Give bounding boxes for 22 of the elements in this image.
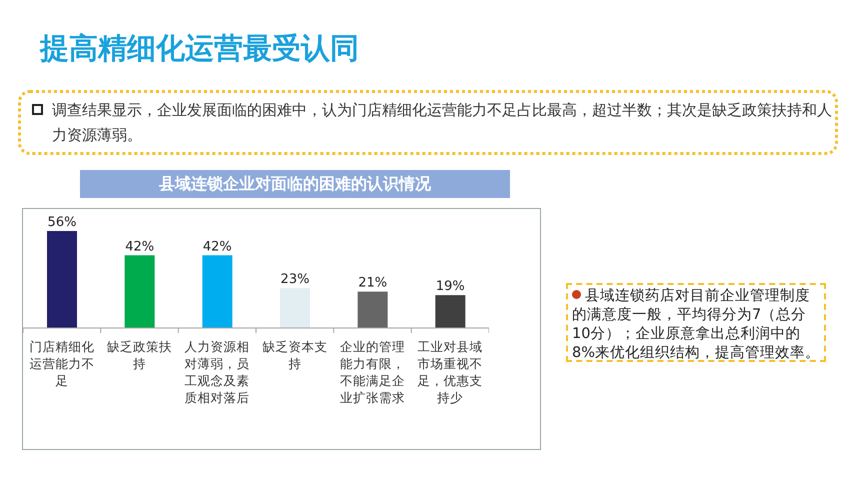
x-tick-label: 工业对县域市场重视不足，优惠支持少 [416,338,484,406]
data-label: 19% [436,279,465,294]
data-label: 42% [125,239,154,254]
text: 调查结果显示，企业发展面临的困难中，认为门店精细化运营能力不足占比最高，超过半数；其次是缺乏政策扶持和人力资源薄弱。 [52,100,833,146]
data-label: 21% [358,276,388,291]
x-tick-label: 门店精细化运营能力不足 [28,338,96,389]
bar [435,295,466,328]
bar [358,292,388,328]
chart-subtitle: 县域连锁企业对面临的困难的认识情况 [80,170,510,198]
chart-title: 提高精细化运营最受认同 [40,30,359,66]
text: 县域连锁药店对目前企业管理制度的满意度一般，平均得分为7（总分10分）；企业原意拿出总利润中的8%来优化组织结构，提高管理效率。 [572,288,820,361]
x-tick-label: 缺乏资本支持 [261,338,328,372]
bar [124,255,155,328]
x-tick-label: 企业的管理能力有限，不能满足企业扩张需求 [338,338,406,406]
x-tick-label: 人力资源相对薄弱，员工观念及素质相对落后 [184,338,251,406]
bar [47,231,77,328]
data-label: 56% [48,215,76,230]
bar [280,288,310,328]
data-label: 42% [202,239,232,254]
x-tick-label: 缺乏政策扶持 [106,338,173,372]
data-label: 23% [280,272,310,288]
bar [202,255,232,328]
